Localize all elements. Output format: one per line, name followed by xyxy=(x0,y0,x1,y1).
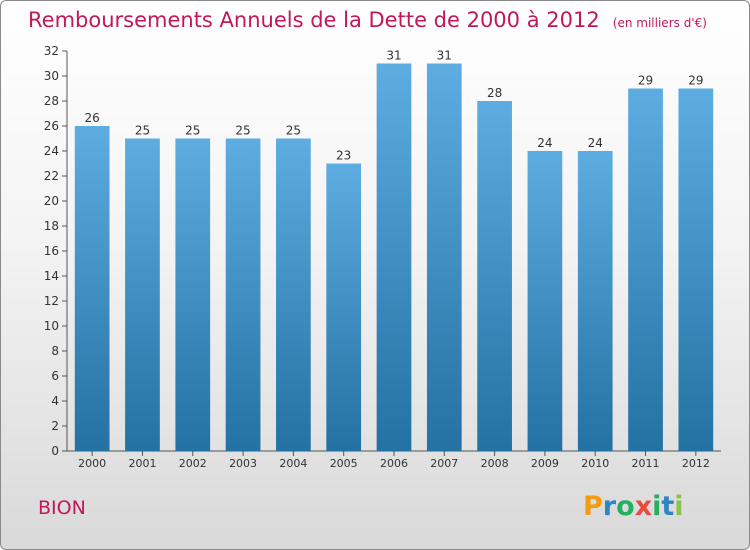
y-tick-label: 20 xyxy=(44,194,59,208)
x-tick-label: 2000 xyxy=(78,457,106,470)
x-tick-label: 2011 xyxy=(632,457,660,470)
bar-2009 xyxy=(527,151,563,451)
y-tick-label: 26 xyxy=(44,119,59,133)
data-label-2012: 29 xyxy=(688,74,703,88)
y-tick-label: 2 xyxy=(51,419,59,433)
chart-title: Remboursements Annuels de la Dette de 20… xyxy=(28,8,600,32)
y-tick-label: 12 xyxy=(44,294,59,308)
x-tick-label: 2004 xyxy=(279,457,307,470)
logo-letter: P xyxy=(583,491,603,522)
bar-2012 xyxy=(678,88,714,451)
x-tick-label: 2005 xyxy=(330,457,358,470)
x-tick-label: 2006 xyxy=(380,457,408,470)
data-label-2010: 24 xyxy=(588,136,603,150)
data-label-2011: 29 xyxy=(638,74,653,88)
data-label-2003: 25 xyxy=(235,124,250,138)
y-tick-label: 8 xyxy=(51,344,59,358)
logo-letter: x xyxy=(634,491,653,522)
y-tick-label: 6 xyxy=(51,369,59,383)
bar-2004 xyxy=(276,138,311,451)
bar-2000 xyxy=(74,126,110,451)
bar-2001 xyxy=(125,138,160,451)
x-tick-label: 2010 xyxy=(581,457,609,470)
bar-2011 xyxy=(628,88,663,451)
y-tick-label: 0 xyxy=(51,444,59,458)
x-tick-label: 2012 xyxy=(682,457,710,470)
commune-name: BION xyxy=(38,497,86,519)
y-tick-label: 16 xyxy=(44,244,59,258)
data-label-2009: 24 xyxy=(537,136,552,150)
y-tick-label: 32 xyxy=(44,44,59,58)
chart-subtitle: (en milliers d'€) xyxy=(612,16,707,30)
bar-2003 xyxy=(225,138,261,451)
bar-2010 xyxy=(577,151,613,451)
bar-2007 xyxy=(426,63,462,451)
bar-2008 xyxy=(477,101,512,451)
data-label-2006: 31 xyxy=(386,49,401,63)
data-label-2007: 31 xyxy=(437,49,452,63)
logo-letter: i xyxy=(652,491,662,522)
data-label-2004: 25 xyxy=(286,124,301,138)
bar-2005 xyxy=(326,163,362,451)
bar-2006 xyxy=(376,63,412,451)
data-label-2000: 26 xyxy=(85,111,100,125)
bar-2002 xyxy=(175,138,211,451)
x-tick-label: 2008 xyxy=(481,457,509,470)
x-tick-label: 2001 xyxy=(128,457,156,470)
y-tick-label: 4 xyxy=(51,394,59,408)
y-tick-label: 24 xyxy=(44,144,59,158)
y-tick-label: 14 xyxy=(44,269,59,283)
chart-title-block: Remboursements Annuels de la Dette de 20… xyxy=(28,8,707,32)
y-tick-label: 22 xyxy=(44,169,59,183)
y-tick-label: 10 xyxy=(44,319,59,333)
x-tick-label: 2002 xyxy=(179,457,207,470)
y-tick-label: 28 xyxy=(44,94,59,108)
logo-letter: i xyxy=(674,491,684,522)
proxiti-logo: Proxiti xyxy=(583,491,684,522)
logo-letter: r xyxy=(602,491,617,522)
logo-letter: t xyxy=(661,491,675,522)
y-tick-label: 30 xyxy=(44,69,59,83)
data-label-2008: 28 xyxy=(487,86,502,100)
data-label-2005: 23 xyxy=(336,149,351,163)
x-tick-label: 2007 xyxy=(430,457,458,470)
data-label-2001: 25 xyxy=(135,124,150,138)
y-tick-label: 18 xyxy=(44,219,59,233)
x-tick-label: 2009 xyxy=(531,457,559,470)
logo-letter: o xyxy=(616,491,635,522)
data-label-2002: 25 xyxy=(185,124,200,138)
x-tick-label: 2003 xyxy=(229,457,257,470)
